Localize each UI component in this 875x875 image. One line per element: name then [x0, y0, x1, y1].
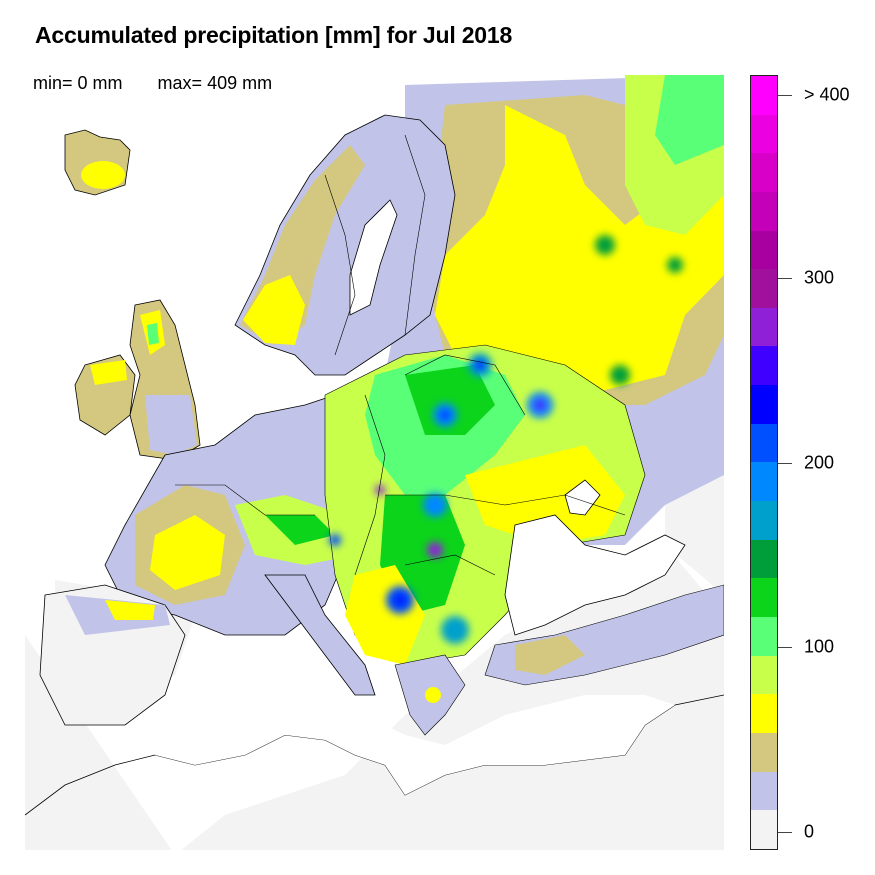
tick-label-200: 200 — [804, 452, 835, 473]
tick-mark — [778, 832, 792, 833]
precipitation-map — [25, 75, 724, 850]
tick-label-300: 300 — [804, 267, 835, 288]
colorbar-band-60 — [751, 694, 777, 734]
tick-label-0: 0 — [804, 821, 815, 842]
colorbar-band-360 — [751, 114, 777, 154]
alps-green — [265, 515, 335, 545]
colorbar-band-180 — [751, 462, 777, 502]
colorbar-band-280 — [751, 269, 777, 308]
gulf-of-bothnia — [349, 199, 398, 316]
russia-zone-green — [655, 75, 724, 165]
max-value: max= 409 mm — [157, 73, 273, 93]
western-norway-yellow — [243, 275, 305, 345]
colorbar-band-20 — [751, 771, 777, 811]
colorbar-band-300 — [751, 230, 777, 270]
tick-mark — [778, 278, 792, 279]
colorbar — [750, 75, 778, 850]
colorbar-band-200 — [751, 423, 777, 463]
colorbar-band-320 — [751, 191, 777, 231]
france-yellow — [150, 515, 225, 590]
country-borders — [175, 134, 626, 576]
black-sea — [504, 514, 686, 636]
colorbar-band-240 — [751, 346, 777, 386]
tick-label-100: 100 — [804, 636, 835, 657]
colorbar-band-80 — [751, 655, 777, 695]
colorbar-band-380 — [751, 75, 777, 115]
ukraine-yellow — [465, 445, 625, 545]
sea-of-azov — [564, 479, 601, 516]
tick-mark — [778, 95, 792, 96]
tick-mark — [778, 647, 792, 648]
belarus-darkgreen — [405, 365, 495, 435]
colorbar-band-140 — [751, 539, 777, 579]
min-max-summary: min= 0 mm max= 409 mm — [33, 73, 302, 94]
tick-label-400: > 400 — [804, 84, 850, 105]
colorbar-band-0 — [751, 810, 777, 849]
precip-maxima — [329, 235, 683, 644]
italy — [264, 574, 376, 696]
min-value: min= 0 mm — [33, 73, 123, 93]
colorbar-band-100 — [751, 617, 777, 656]
colorbar-band-340 — [751, 153, 777, 192]
colorbar-band-40 — [751, 733, 777, 772]
tick-mark — [778, 463, 792, 464]
colorbar-band-120 — [751, 578, 777, 618]
colorbar-band-260 — [751, 307, 777, 347]
colorbar-band-160 — [751, 501, 777, 540]
colorbar-band-220 — [751, 385, 777, 424]
mediterranean-sea — [155, 675, 675, 795]
russia-zone-yellow — [435, 105, 724, 395]
chart-title: Accumulated precipitation [mm] for Jul 2… — [35, 22, 513, 48]
